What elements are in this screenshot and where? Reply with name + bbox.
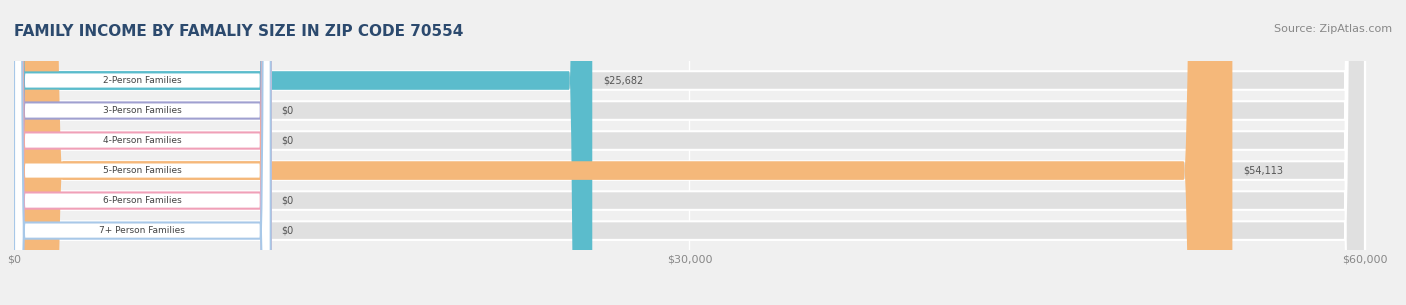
Text: 4-Person Families: 4-Person Families xyxy=(103,136,181,145)
FancyBboxPatch shape xyxy=(14,0,592,305)
Text: $25,682: $25,682 xyxy=(603,76,644,85)
FancyBboxPatch shape xyxy=(14,0,271,305)
Text: 6-Person Families: 6-Person Families xyxy=(103,196,181,205)
FancyBboxPatch shape xyxy=(14,0,271,305)
FancyBboxPatch shape xyxy=(14,0,1365,305)
FancyBboxPatch shape xyxy=(14,0,1233,305)
Text: 7+ Person Families: 7+ Person Families xyxy=(100,226,186,235)
FancyBboxPatch shape xyxy=(14,0,271,305)
FancyBboxPatch shape xyxy=(14,0,1365,305)
Text: FAMILY INCOME BY FAMALIY SIZE IN ZIP CODE 70554: FAMILY INCOME BY FAMALIY SIZE IN ZIP COD… xyxy=(14,24,464,39)
Text: 3-Person Families: 3-Person Families xyxy=(103,106,181,115)
FancyBboxPatch shape xyxy=(14,0,1365,305)
Text: Source: ZipAtlas.com: Source: ZipAtlas.com xyxy=(1274,24,1392,34)
FancyBboxPatch shape xyxy=(14,0,271,305)
Text: $0: $0 xyxy=(281,226,294,235)
FancyBboxPatch shape xyxy=(14,0,1365,305)
Text: $0: $0 xyxy=(281,196,294,206)
Text: 5-Person Families: 5-Person Families xyxy=(103,166,181,175)
FancyBboxPatch shape xyxy=(14,0,1365,305)
Text: 2-Person Families: 2-Person Families xyxy=(103,76,181,85)
FancyBboxPatch shape xyxy=(14,0,271,305)
Text: $0: $0 xyxy=(281,135,294,145)
Text: $0: $0 xyxy=(281,106,294,116)
FancyBboxPatch shape xyxy=(14,0,1365,305)
Text: $54,113: $54,113 xyxy=(1243,166,1284,176)
FancyBboxPatch shape xyxy=(14,0,271,305)
